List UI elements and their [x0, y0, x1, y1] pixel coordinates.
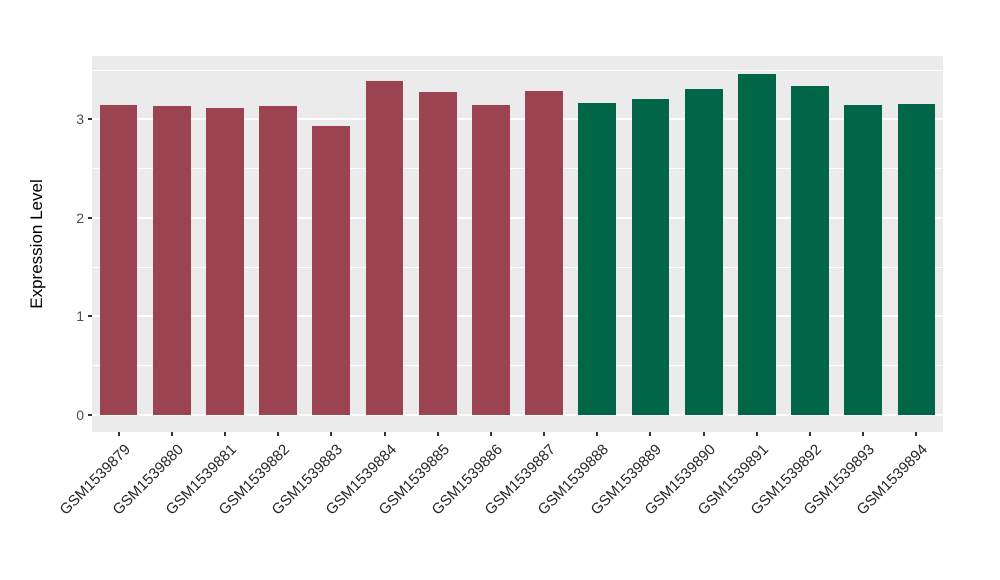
minor-gridline	[92, 168, 943, 170]
bar-GSM1539891	[737, 74, 776, 415]
bar-GSM1539892	[791, 85, 829, 415]
bar-GSM1539884	[365, 81, 404, 415]
bar-GSM1539890	[684, 88, 723, 415]
bar-GSM1539888	[578, 102, 617, 415]
minor-gridline	[92, 365, 943, 367]
major-gridline	[92, 118, 943, 121]
major-gridline	[92, 315, 943, 318]
plot-panel	[92, 56, 943, 432]
major-gridline	[92, 216, 943, 219]
x-tick-mark	[649, 432, 652, 436]
bar-GSM1539882	[259, 105, 298, 415]
y-tick-mark	[88, 413, 92, 416]
y-tick-mark	[88, 216, 92, 219]
x-tick-mark	[596, 432, 599, 436]
x-tick-mark	[755, 432, 758, 436]
bar-GSM1539893	[844, 104, 883, 415]
x-tick-mark	[489, 432, 492, 436]
x-tick-mark	[170, 432, 173, 436]
bar-GSM1539880	[152, 105, 191, 415]
bar-GSM1539887	[525, 90, 563, 415]
bar-GSM1539885	[418, 91, 457, 415]
bar-GSM1539889	[631, 98, 670, 415]
x-tick-mark	[862, 432, 865, 436]
y-tick-label: 2	[76, 209, 84, 226]
bar-GSM1539894	[897, 103, 936, 415]
x-tick-mark	[223, 432, 226, 436]
y-axis-title: Expression Level	[27, 179, 46, 309]
x-tick-mark	[543, 432, 546, 436]
minor-gridline	[92, 266, 943, 268]
x-tick-mark	[436, 432, 439, 436]
bar-GSM1539886	[472, 104, 510, 415]
y-tick-label: 1	[76, 308, 84, 325]
x-tick-mark	[330, 432, 333, 436]
bar-GSM1539883	[312, 126, 351, 415]
bar-GSM1539881	[206, 107, 244, 415]
major-gridline	[92, 413, 943, 416]
bar-GSM1539879	[99, 104, 138, 415]
minor-gridline	[92, 69, 943, 71]
x-tick-mark	[915, 432, 918, 436]
y-tick-mark	[88, 315, 92, 318]
x-tick-mark	[277, 432, 280, 436]
y-tick-label: 0	[76, 406, 84, 423]
x-tick-mark	[383, 432, 386, 436]
x-tick-mark	[117, 432, 120, 436]
x-tick-mark	[702, 432, 705, 436]
y-tick-mark	[88, 118, 92, 121]
x-tick-mark	[809, 432, 812, 436]
y-tick-label: 3	[76, 111, 84, 128]
